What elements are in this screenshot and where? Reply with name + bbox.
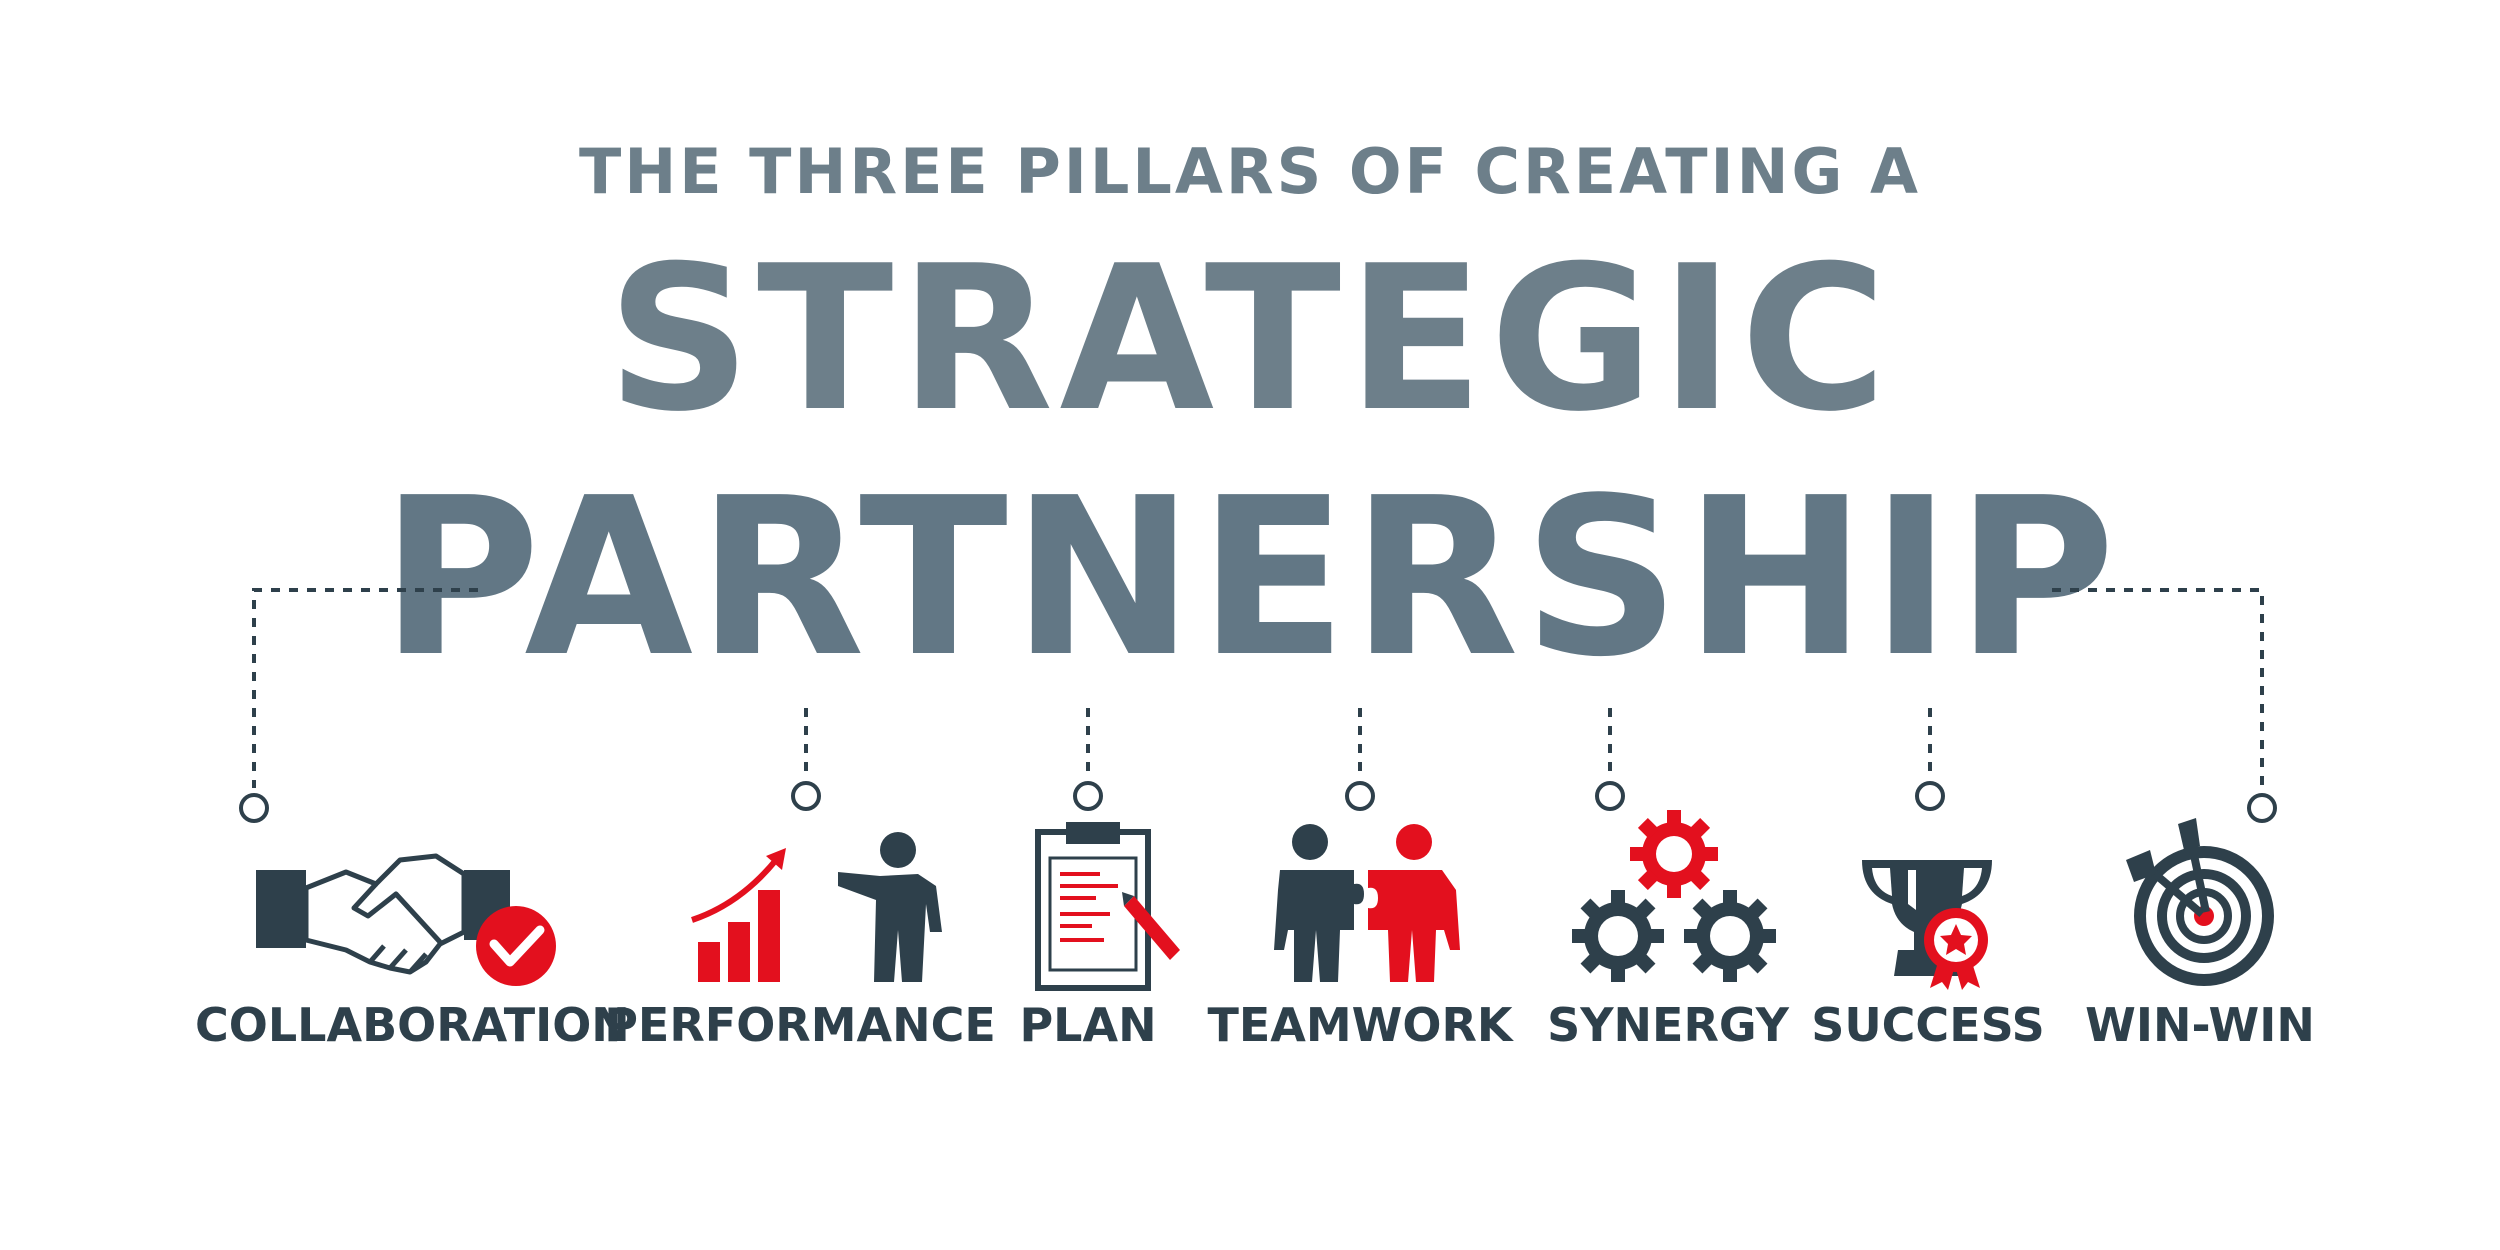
connector-node-plan bbox=[1073, 781, 1103, 811]
connector-node-win-win bbox=[2247, 793, 2277, 823]
trophy-award-icon bbox=[1862, 860, 1992, 990]
handshake-check-icon bbox=[256, 853, 556, 986]
connector-node-synergy bbox=[1595, 781, 1625, 811]
label-success: SUCCESS bbox=[1811, 998, 2045, 1052]
connector-node-collaboration bbox=[239, 793, 269, 823]
label-plan: PLAN bbox=[1019, 998, 1157, 1052]
label-win-win: WIN-WIN bbox=[2085, 998, 2315, 1052]
puzzle-people-icon bbox=[1274, 824, 1460, 982]
label-teamwork: TEAMWORK bbox=[1207, 998, 1513, 1052]
label-collaboration: COLLABORATION bbox=[195, 998, 630, 1052]
clipboard-pencil-icon bbox=[1035, 822, 1180, 991]
target-darts-icon bbox=[2126, 818, 2274, 986]
connector-node-success bbox=[1915, 781, 1945, 811]
title-partnership: PARTNERSHIP bbox=[380, 452, 2120, 705]
gears-icon bbox=[1572, 810, 1776, 982]
subtitle: THE THREE PILLARS OF CREATING A bbox=[579, 135, 1921, 208]
connector-collaboration bbox=[252, 588, 478, 788]
label-performance: PERFORMANCE bbox=[604, 998, 996, 1052]
connector-node-teamwork bbox=[1345, 781, 1375, 811]
connector-win-win bbox=[2052, 588, 2264, 788]
title-strategic: STRATEGIC bbox=[606, 223, 1894, 456]
growth-chart-presenter-icon bbox=[691, 832, 942, 982]
label-synergy: SYNERGY bbox=[1547, 998, 1789, 1052]
connector-node-performance bbox=[791, 781, 821, 811]
